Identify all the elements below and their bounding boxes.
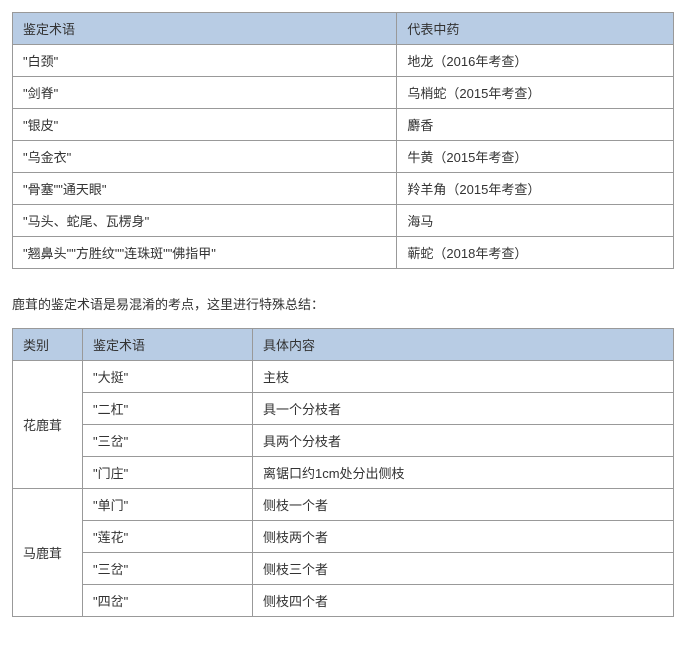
cell-term: "四岔" bbox=[83, 585, 253, 617]
table-row: "骨塞""通天眼" 羚羊角（2015年考查） bbox=[13, 173, 674, 205]
cell-term: "门庄" bbox=[83, 457, 253, 489]
cell-content: 侧枝两个者 bbox=[253, 521, 674, 553]
cell-content: 具两个分枝者 bbox=[253, 425, 674, 457]
table-row: "翘鼻头""方胜纹""连珠斑""佛指甲" 蕲蛇（2018年考查） bbox=[13, 237, 674, 269]
cell-term: "乌金衣" bbox=[13, 141, 397, 173]
cell-term: "三岔" bbox=[83, 553, 253, 585]
cell-term: "三岔" bbox=[83, 425, 253, 457]
cell-term: "剑脊" bbox=[13, 77, 397, 109]
cell-term: "骨塞""通天眼" bbox=[13, 173, 397, 205]
table-header-row: 类别 鉴定术语 具体内容 bbox=[13, 329, 674, 361]
cell-content: 具一个分枝者 bbox=[253, 393, 674, 425]
table1-body: "白颈" 地龙（2016年考查） "剑脊" 乌梢蛇（2015年考查） "银皮" … bbox=[13, 45, 674, 269]
table-row: "莲花" 侧枝两个者 bbox=[13, 521, 674, 553]
table-row: "三岔" 具两个分枝者 bbox=[13, 425, 674, 457]
cell-content: 侧枝三个者 bbox=[253, 553, 674, 585]
header-term: 鉴定术语 bbox=[13, 13, 397, 45]
table-row: "门庄" 离锯口约1cm处分出侧枝 bbox=[13, 457, 674, 489]
table-row: "马头、蛇尾、瓦楞身" 海马 bbox=[13, 205, 674, 237]
table-header-row: 鉴定术语 代表中药 bbox=[13, 13, 674, 45]
header-medicine: 代表中药 bbox=[397, 13, 674, 45]
cell-content: 主枝 bbox=[253, 361, 674, 393]
cell-content: 离锯口约1cm处分出侧枝 bbox=[253, 457, 674, 489]
cell-medicine: 地龙（2016年考查） bbox=[397, 45, 674, 77]
table2-body: 花鹿茸 "大挺" 主枝 "二杠" 具一个分枝者 "三岔" 具两个分枝者 "门庄"… bbox=[13, 361, 674, 617]
cell-term: "马头、蛇尾、瓦楞身" bbox=[13, 205, 397, 237]
cell-term: "白颈" bbox=[13, 45, 397, 77]
cell-medicine: 海马 bbox=[397, 205, 674, 237]
header-content: 具体内容 bbox=[253, 329, 674, 361]
table-row: "四岔" 侧枝四个者 bbox=[13, 585, 674, 617]
cell-term: "大挺" bbox=[83, 361, 253, 393]
cell-category: 花鹿茸 bbox=[13, 361, 83, 489]
antler-terms-table: 类别 鉴定术语 具体内容 花鹿茸 "大挺" 主枝 "二杠" 具一个分枝者 "三岔… bbox=[12, 328, 674, 617]
table-row: 马鹿茸 "单门" 侧枝一个者 bbox=[13, 489, 674, 521]
table-row: "剑脊" 乌梢蛇（2015年考查） bbox=[13, 77, 674, 109]
cell-medicine: 乌梢蛇（2015年考查） bbox=[397, 77, 674, 109]
cell-medicine: 羚羊角（2015年考查） bbox=[397, 173, 674, 205]
header-category: 类别 bbox=[13, 329, 83, 361]
cell-content: 侧枝四个者 bbox=[253, 585, 674, 617]
cell-term: "翘鼻头""方胜纹""连珠斑""佛指甲" bbox=[13, 237, 397, 269]
cell-term: "单门" bbox=[83, 489, 253, 521]
cell-term: "银皮" bbox=[13, 109, 397, 141]
table-row: "白颈" 地龙（2016年考查） bbox=[13, 45, 674, 77]
cell-medicine: 牛黄（2015年考查） bbox=[397, 141, 674, 173]
table-row: "乌金衣" 牛黄（2015年考查） bbox=[13, 141, 674, 173]
cell-content: 侧枝一个者 bbox=[253, 489, 674, 521]
cell-term: "二杠" bbox=[83, 393, 253, 425]
cell-medicine: 蕲蛇（2018年考查） bbox=[397, 237, 674, 269]
cell-category: 马鹿茸 bbox=[13, 489, 83, 617]
table-row: "二杠" 具一个分枝者 bbox=[13, 393, 674, 425]
table-row: 花鹿茸 "大挺" 主枝 bbox=[13, 361, 674, 393]
table-row: "三岔" 侧枝三个者 bbox=[13, 553, 674, 585]
intro-paragraph: 鹿茸的鉴定术语是易混淆的考点，这里进行特殊总结： bbox=[12, 294, 674, 313]
cell-medicine: 麝香 bbox=[397, 109, 674, 141]
header-term: 鉴定术语 bbox=[83, 329, 253, 361]
table-row: "银皮" 麝香 bbox=[13, 109, 674, 141]
identification-terms-table: 鉴定术语 代表中药 "白颈" 地龙（2016年考查） "剑脊" 乌梢蛇（2015… bbox=[12, 12, 674, 269]
cell-term: "莲花" bbox=[83, 521, 253, 553]
